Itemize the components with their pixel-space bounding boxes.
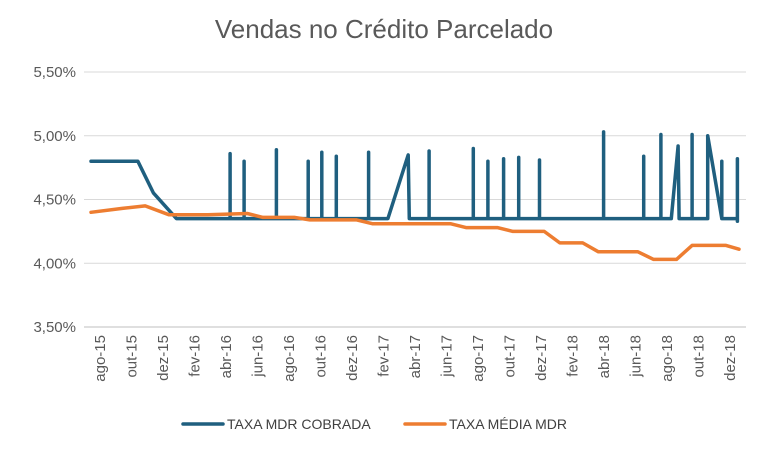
x-tick-label: out-17 bbox=[502, 335, 519, 378]
x-tick-label: abr-16 bbox=[218, 335, 235, 378]
x-tick-label: dez-16 bbox=[344, 335, 361, 381]
y-tick-label: 5,00% bbox=[33, 128, 76, 145]
x-tick-label: ago-16 bbox=[281, 335, 298, 382]
series-line-1 bbox=[89, 204, 741, 262]
x-tick-label: ago-15 bbox=[92, 335, 109, 382]
x-tick-label: jun-17 bbox=[439, 335, 456, 378]
x-tick-label: ago-18 bbox=[659, 335, 676, 382]
x-tick-label: fev-16 bbox=[186, 335, 203, 377]
y-tick-label: 4,50% bbox=[33, 192, 76, 209]
x-tick-label: out-15 bbox=[123, 335, 140, 378]
series-line-0 bbox=[89, 130, 740, 223]
x-axis: ago-15 out-15 dez-15 fev-16 abr-16 jun-16 ago-… bbox=[84, 326, 746, 382]
legend-label-0: TAXA MDR COBRADA bbox=[227, 416, 371, 432]
x-tick-label: dez-18 bbox=[722, 335, 739, 381]
x-tick-label: fev-17 bbox=[375, 335, 392, 377]
x-tick-label: dez-15 bbox=[155, 335, 172, 381]
x-tick-label: fev-18 bbox=[565, 335, 582, 377]
y-tick-label: 3,50% bbox=[33, 319, 76, 336]
x-tick-label: jun-16 bbox=[249, 335, 266, 378]
chart-title: Vendas no Crédito Parcelado bbox=[215, 14, 553, 44]
legend-label-1: TAXA MÉDIA MDR bbox=[449, 416, 567, 432]
legend: TAXA MDR COBRADA TAXA MÉDIA MDR bbox=[181, 416, 567, 432]
x-tick-label: out-18 bbox=[691, 335, 708, 378]
x-tick-label: abr-17 bbox=[407, 335, 424, 378]
x-tick-label: dez-17 bbox=[533, 335, 550, 381]
y-tick-label: 4,00% bbox=[33, 255, 76, 272]
plot-area bbox=[89, 130, 741, 262]
y-axis: 3,50% 4,00% 4,50% 5,00% 5,50% bbox=[33, 64, 76, 336]
x-tick-label: ago-17 bbox=[470, 335, 487, 382]
y-tick-label: 5,50% bbox=[33, 64, 76, 81]
x-tick-label: jun-18 bbox=[628, 335, 645, 378]
x-tick-label: out-16 bbox=[312, 335, 329, 378]
gridlines bbox=[84, 71, 746, 328]
x-tick-label: abr-18 bbox=[596, 335, 613, 378]
